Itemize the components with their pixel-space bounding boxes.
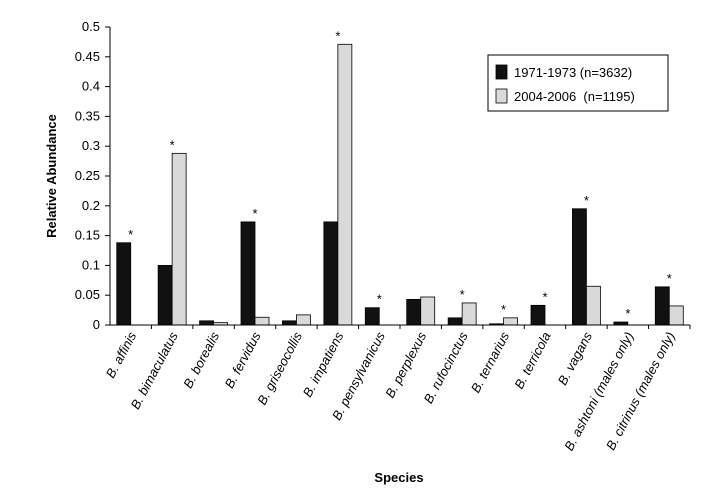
bar [447,317,463,326]
bar [254,316,270,326]
y-tick-label: 0 [93,317,100,332]
bar [420,296,436,326]
bar [240,221,256,326]
significance-mark: * [170,137,175,152]
significance-mark: * [252,206,257,221]
y-tick-label: 0.3 [82,138,100,153]
y-axis-title: Relative Abundance [44,114,59,238]
x-tick-label: B. ternarius [468,329,513,395]
bar [668,305,684,326]
significance-mark: * [377,292,382,307]
legend-label: 2004-2006 (n=1195) [514,89,635,104]
bar [157,264,173,326]
y-tick-label: 0.35 [75,108,100,123]
y-tick-label: 0.25 [75,168,100,183]
x-tick-label: B. borealis [180,329,222,391]
bar [296,314,311,326]
bar [116,242,132,326]
x-axis-title: Species [374,470,423,485]
x-tick-label: B. rufocinctus [421,329,471,406]
x-tick-label: B. affinis [103,329,140,381]
bar [654,286,670,326]
y-tick-label: 0.15 [75,228,100,243]
legend-swatch [495,64,508,80]
x-tick-label: B. griseocollis [254,329,305,407]
bar [337,43,353,326]
x-tick-label: B. vagans [555,329,596,388]
significance-mark: * [667,271,672,286]
bar [282,320,297,326]
y-tick-label: 0.45 [75,49,100,64]
bar [171,152,187,326]
bar [461,302,477,326]
significance-mark: * [501,302,506,317]
x-tick-label: B. fervidus [222,329,264,391]
y-tick-label: 0.05 [75,287,100,302]
significance-mark: * [335,28,340,43]
bar [530,304,546,326]
significance-mark: * [625,306,630,321]
legend-label: 1971-1973 (n=3632) [514,65,632,80]
bar [503,317,518,326]
x-tick-label: B. impatiens [300,329,347,400]
y-tick-label: 0.2 [82,198,100,213]
significance-mark: * [128,227,133,242]
bar [199,320,214,326]
bar [323,221,339,326]
y-tick-label: 0.4 [82,79,100,94]
bar [586,285,601,326]
x-tick-label: B. perplexus [382,329,429,400]
y-tick-label: 0.1 [82,257,100,272]
y-tick-label: 0.5 [82,19,100,34]
bar [572,208,587,326]
legend-box [487,54,669,112]
legend-swatch [495,88,508,104]
significance-mark: * [460,287,465,302]
significance-mark: * [542,289,547,304]
bar [406,298,422,326]
x-tick-label: B. terricola [511,329,553,391]
bar [364,307,380,326]
significance-mark: * [584,193,589,208]
